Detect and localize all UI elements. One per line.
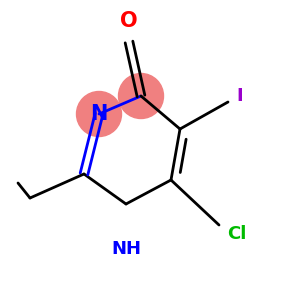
Text: I: I [237,87,243,105]
Text: O: O [120,11,138,31]
Circle shape [118,74,164,118]
Text: NH: NH [111,240,141,258]
Text: Cl: Cl [227,225,247,243]
Text: N: N [90,104,108,124]
Circle shape [76,92,122,136]
